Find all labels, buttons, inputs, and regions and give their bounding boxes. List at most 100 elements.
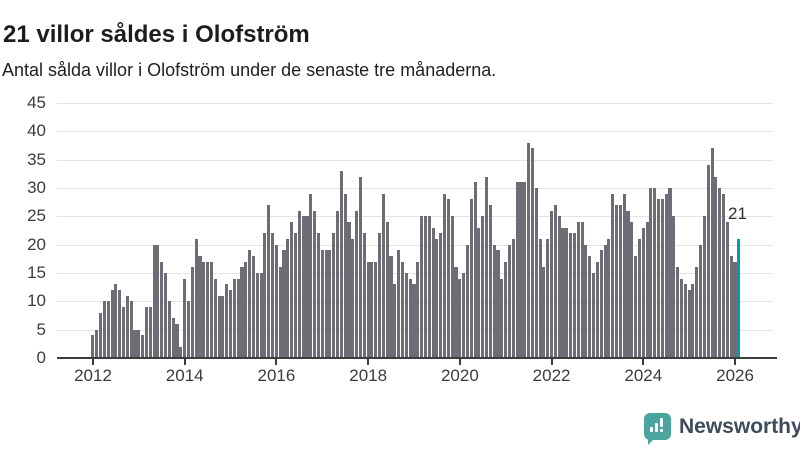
bar (706, 165, 710, 358)
bar (198, 256, 202, 358)
bar (248, 250, 252, 358)
bar (714, 176, 718, 358)
bar (511, 239, 515, 358)
bar (687, 290, 691, 358)
newsworthy-logo[interactable]: Newsworthy (644, 412, 800, 446)
bar (473, 182, 477, 358)
bar (110, 290, 114, 358)
bar (408, 278, 412, 358)
bar (255, 273, 259, 358)
bar (412, 284, 416, 358)
bar (664, 193, 668, 358)
page-title: 21 villor såldes i Olofström (3, 21, 310, 49)
bar (542, 267, 546, 358)
bar (481, 216, 485, 358)
bar (141, 335, 145, 358)
bar (595, 261, 599, 358)
bar (167, 301, 171, 358)
bar (534, 188, 538, 358)
bar (378, 233, 382, 358)
bar (427, 216, 431, 358)
bar (125, 295, 129, 358)
y-axis-tick-label: 30 (27, 178, 46, 197)
bar (699, 244, 703, 358)
bar (339, 171, 343, 358)
bar (641, 227, 645, 358)
y-axis-tick-label: 0 (36, 348, 46, 367)
bar (186, 301, 191, 358)
bar (614, 205, 619, 358)
bar (496, 250, 500, 358)
bar (653, 188, 657, 358)
bar (530, 148, 534, 358)
bar (99, 312, 103, 358)
bar (439, 233, 443, 358)
bar (374, 261, 378, 358)
x-axis-tick (92, 359, 94, 365)
x-axis-tick (183, 359, 186, 365)
gridline (57, 216, 773, 218)
icon-bar (655, 423, 658, 432)
gridline (57, 159, 773, 161)
bar (462, 273, 466, 358)
bar (538, 239, 542, 358)
bar (202, 261, 206, 358)
bar (144, 307, 148, 358)
y-axis-tick-label: 25 (27, 206, 46, 226)
icon-bar (660, 418, 663, 427)
bar (385, 222, 389, 358)
bar (404, 273, 408, 358)
gridline (57, 244, 773, 246)
bar (347, 222, 351, 358)
bar (301, 216, 305, 358)
bar (546, 239, 550, 358)
bar (313, 210, 317, 358)
bar (553, 205, 557, 358)
bar (423, 216, 427, 358)
bar (519, 182, 523, 358)
bar (718, 188, 722, 358)
bar (469, 199, 473, 358)
bar (592, 273, 596, 358)
highlighted-bar (737, 239, 741, 358)
bar (320, 250, 324, 358)
x-axis-tick (642, 359, 645, 365)
bar (458, 278, 462, 358)
bar (129, 301, 133, 358)
bar (557, 216, 561, 358)
bar (343, 193, 347, 358)
bar (114, 284, 118, 358)
x-axis-tick-label: 2026 (716, 366, 754, 385)
bar (442, 193, 447, 358)
bar (133, 329, 137, 358)
bar (297, 210, 301, 358)
bar (286, 239, 290, 358)
bar (561, 227, 565, 358)
bar (137, 329, 141, 358)
bar (599, 250, 603, 358)
page-subtitle: Antal sålda villor i Olofström under de … (2, 60, 497, 80)
y-axis-tick-label: 20 (27, 234, 46, 254)
x-axis-tick-label: 2012 (74, 366, 112, 385)
bar (580, 222, 584, 358)
bar (668, 188, 672, 358)
bar (106, 301, 110, 358)
bar (160, 261, 164, 358)
bar (228, 290, 233, 358)
bar (305, 216, 309, 358)
bar (397, 250, 401, 358)
bar (183, 278, 187, 358)
bar (102, 301, 106, 358)
bar (672, 216, 676, 358)
bar (465, 244, 470, 358)
bar (206, 261, 210, 358)
bar (504, 261, 508, 358)
x-axis-tick-label: 2018 (349, 366, 388, 385)
bar (603, 244, 607, 358)
bar (393, 284, 397, 358)
bar (332, 233, 336, 358)
bar (244, 261, 248, 358)
bar (251, 256, 255, 358)
bar (435, 239, 439, 358)
plot-area (57, 103, 773, 358)
